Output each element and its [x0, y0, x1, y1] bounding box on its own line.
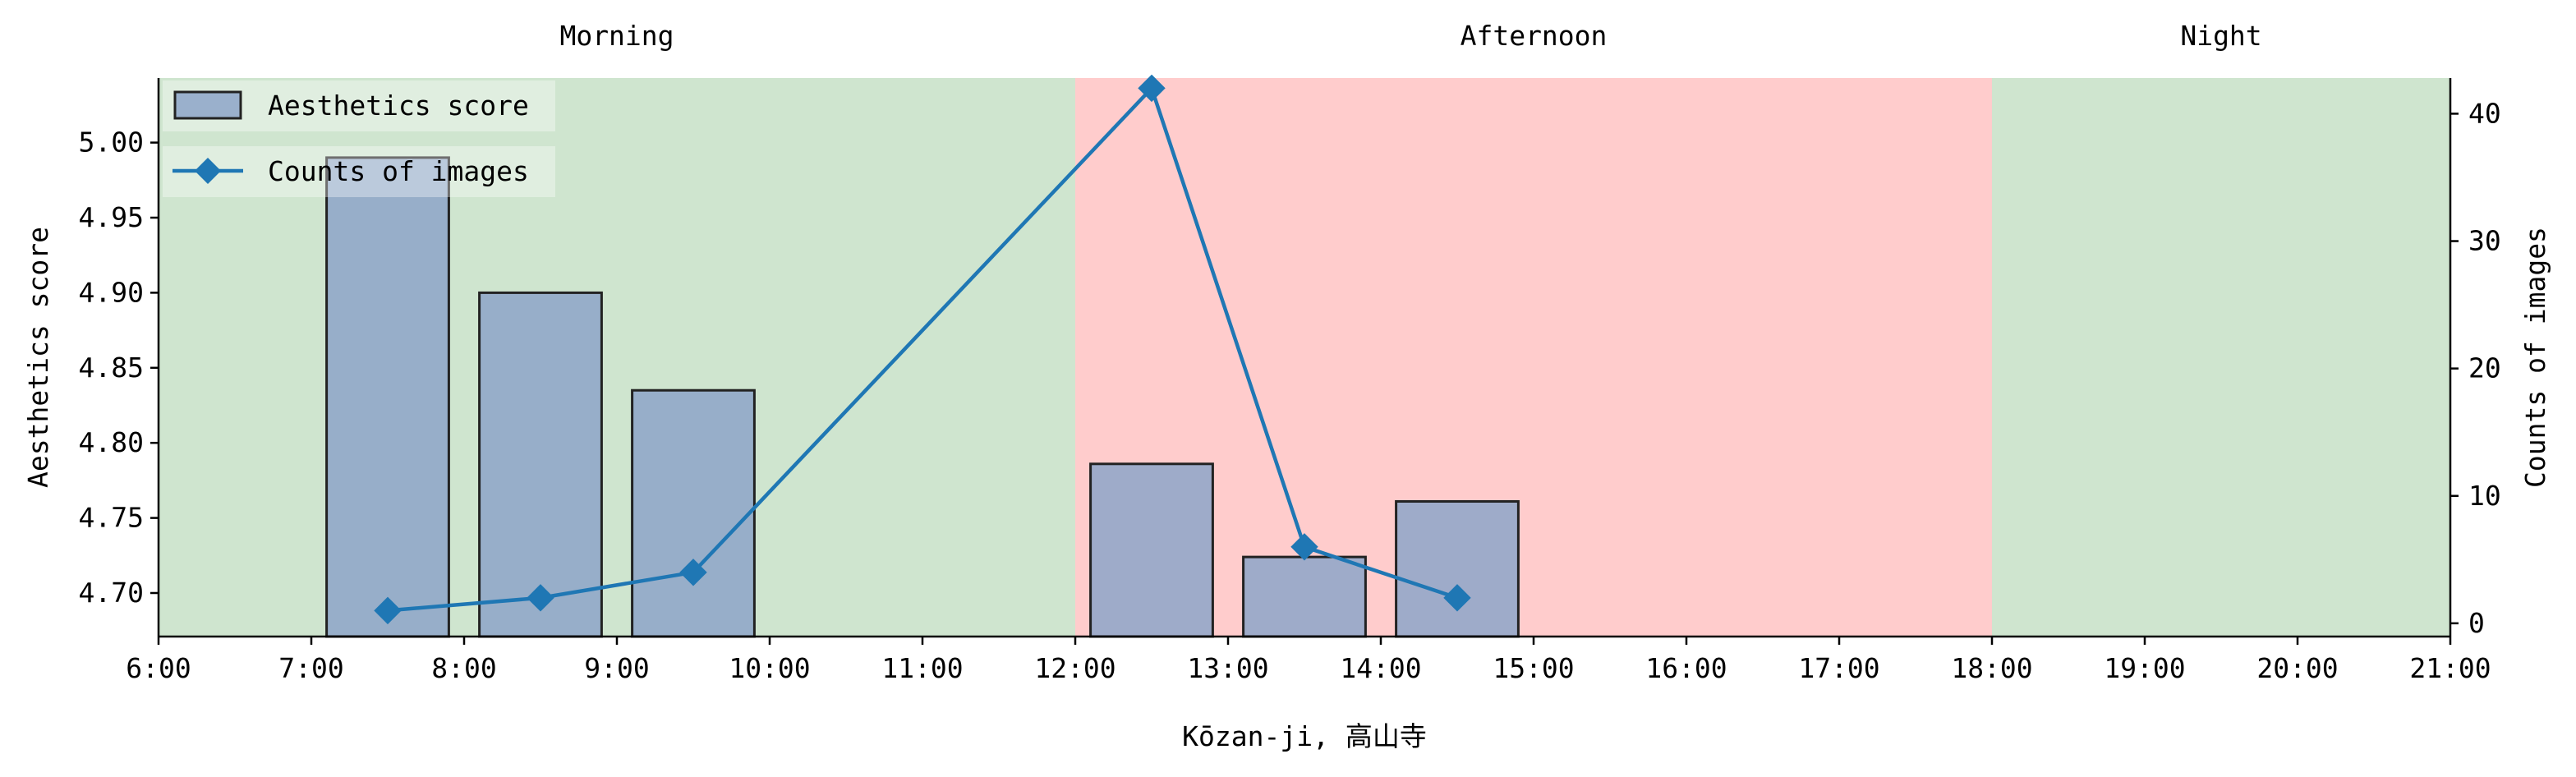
period-label-morning: Morning	[559, 20, 674, 52]
y-right-axis-title: Counts of images	[2519, 227, 2551, 488]
x-tick-label: 18:00	[1951, 652, 2032, 684]
axes: 6:00 7:00 8:00 9:00 10:00 11:00 12:00 13:00 14:0…	[22, 78, 2551, 752]
x-tick-label: 19:00	[2104, 652, 2185, 684]
x-axis-title: Kōzan-ji, 高山寺	[1182, 720, 1427, 752]
period-label-night: Night	[2180, 20, 2261, 52]
period-span-night	[1992, 78, 2450, 637]
x-tick-label: 6:00	[126, 652, 191, 684]
bar-series	[325, 156, 1520, 638]
legend: Aesthetics score Counts of images	[163, 80, 555, 197]
y-left-tick-label: 5.00	[79, 126, 144, 159]
y-left-tick-label: 4.85	[79, 352, 144, 384]
x-tick-label: 14:00	[1340, 652, 1421, 684]
x-tick-label: 12:00	[1034, 652, 1116, 684]
x-tick-label: 7:00	[278, 652, 343, 684]
x-tick-label: 20:00	[2256, 652, 2338, 684]
bar	[1395, 499, 1520, 638]
x-tick-label: 15:00	[1493, 652, 1574, 684]
period-backgrounds	[159, 78, 2450, 637]
line-marker	[527, 584, 554, 612]
y-right-tick-label: 30	[2468, 225, 2501, 257]
x-tick-label: 13:00	[1187, 652, 1268, 684]
x-tick-label: 8:00	[431, 652, 496, 684]
series-line	[387, 85, 1458, 613]
legend-swatch-bar	[173, 90, 242, 120]
bar	[1242, 555, 1367, 638]
y-right-tick-label: 40	[2468, 97, 2501, 129]
y-right-tick-label: 10	[2468, 480, 2501, 512]
period-label-afternoon: Afternoon	[1460, 20, 1608, 52]
line-series	[374, 74, 1471, 625]
period-span-afternoon	[1075, 78, 1992, 637]
line-marker	[679, 559, 707, 586]
line-marker	[1443, 584, 1471, 612]
period-span-morning	[159, 78, 1075, 637]
y-left-tick-label: 4.95	[79, 201, 144, 233]
x-tick-label: 17:00	[1798, 652, 1879, 684]
bar	[1089, 462, 1214, 638]
bar	[325, 156, 450, 638]
bar	[631, 388, 756, 638]
x-tick-label: 16:00	[1645, 652, 1727, 684]
line-marker	[1138, 74, 1166, 103]
y-left-tick-label: 4.70	[79, 577, 144, 609]
line-marker	[374, 596, 402, 625]
x-tick-label: 11:00	[881, 652, 963, 684]
y-right-tick-label: 20	[2468, 352, 2501, 384]
x-tick-label: 9:00	[584, 652, 649, 684]
y-left-tick-label: 4.80	[79, 426, 144, 458]
period-labels: Morning Afternoon Night	[559, 20, 2261, 52]
x-tick-label: 21:00	[2409, 652, 2491, 684]
line-marker	[1290, 533, 1318, 561]
y-left-tick-label: 4.75	[79, 502, 144, 534]
x-tick-label: 10:00	[729, 652, 810, 684]
y-left-axis-title: Aesthetics score	[22, 227, 54, 488]
legend-label-bars: Aesthetics score	[268, 90, 529, 122]
legend-swatch-marker	[195, 158, 221, 184]
legend-label-line: Counts of images	[268, 155, 529, 187]
y-right-tick-label: 0	[2468, 607, 2485, 639]
y-left-tick-label: 4.90	[79, 276, 144, 308]
